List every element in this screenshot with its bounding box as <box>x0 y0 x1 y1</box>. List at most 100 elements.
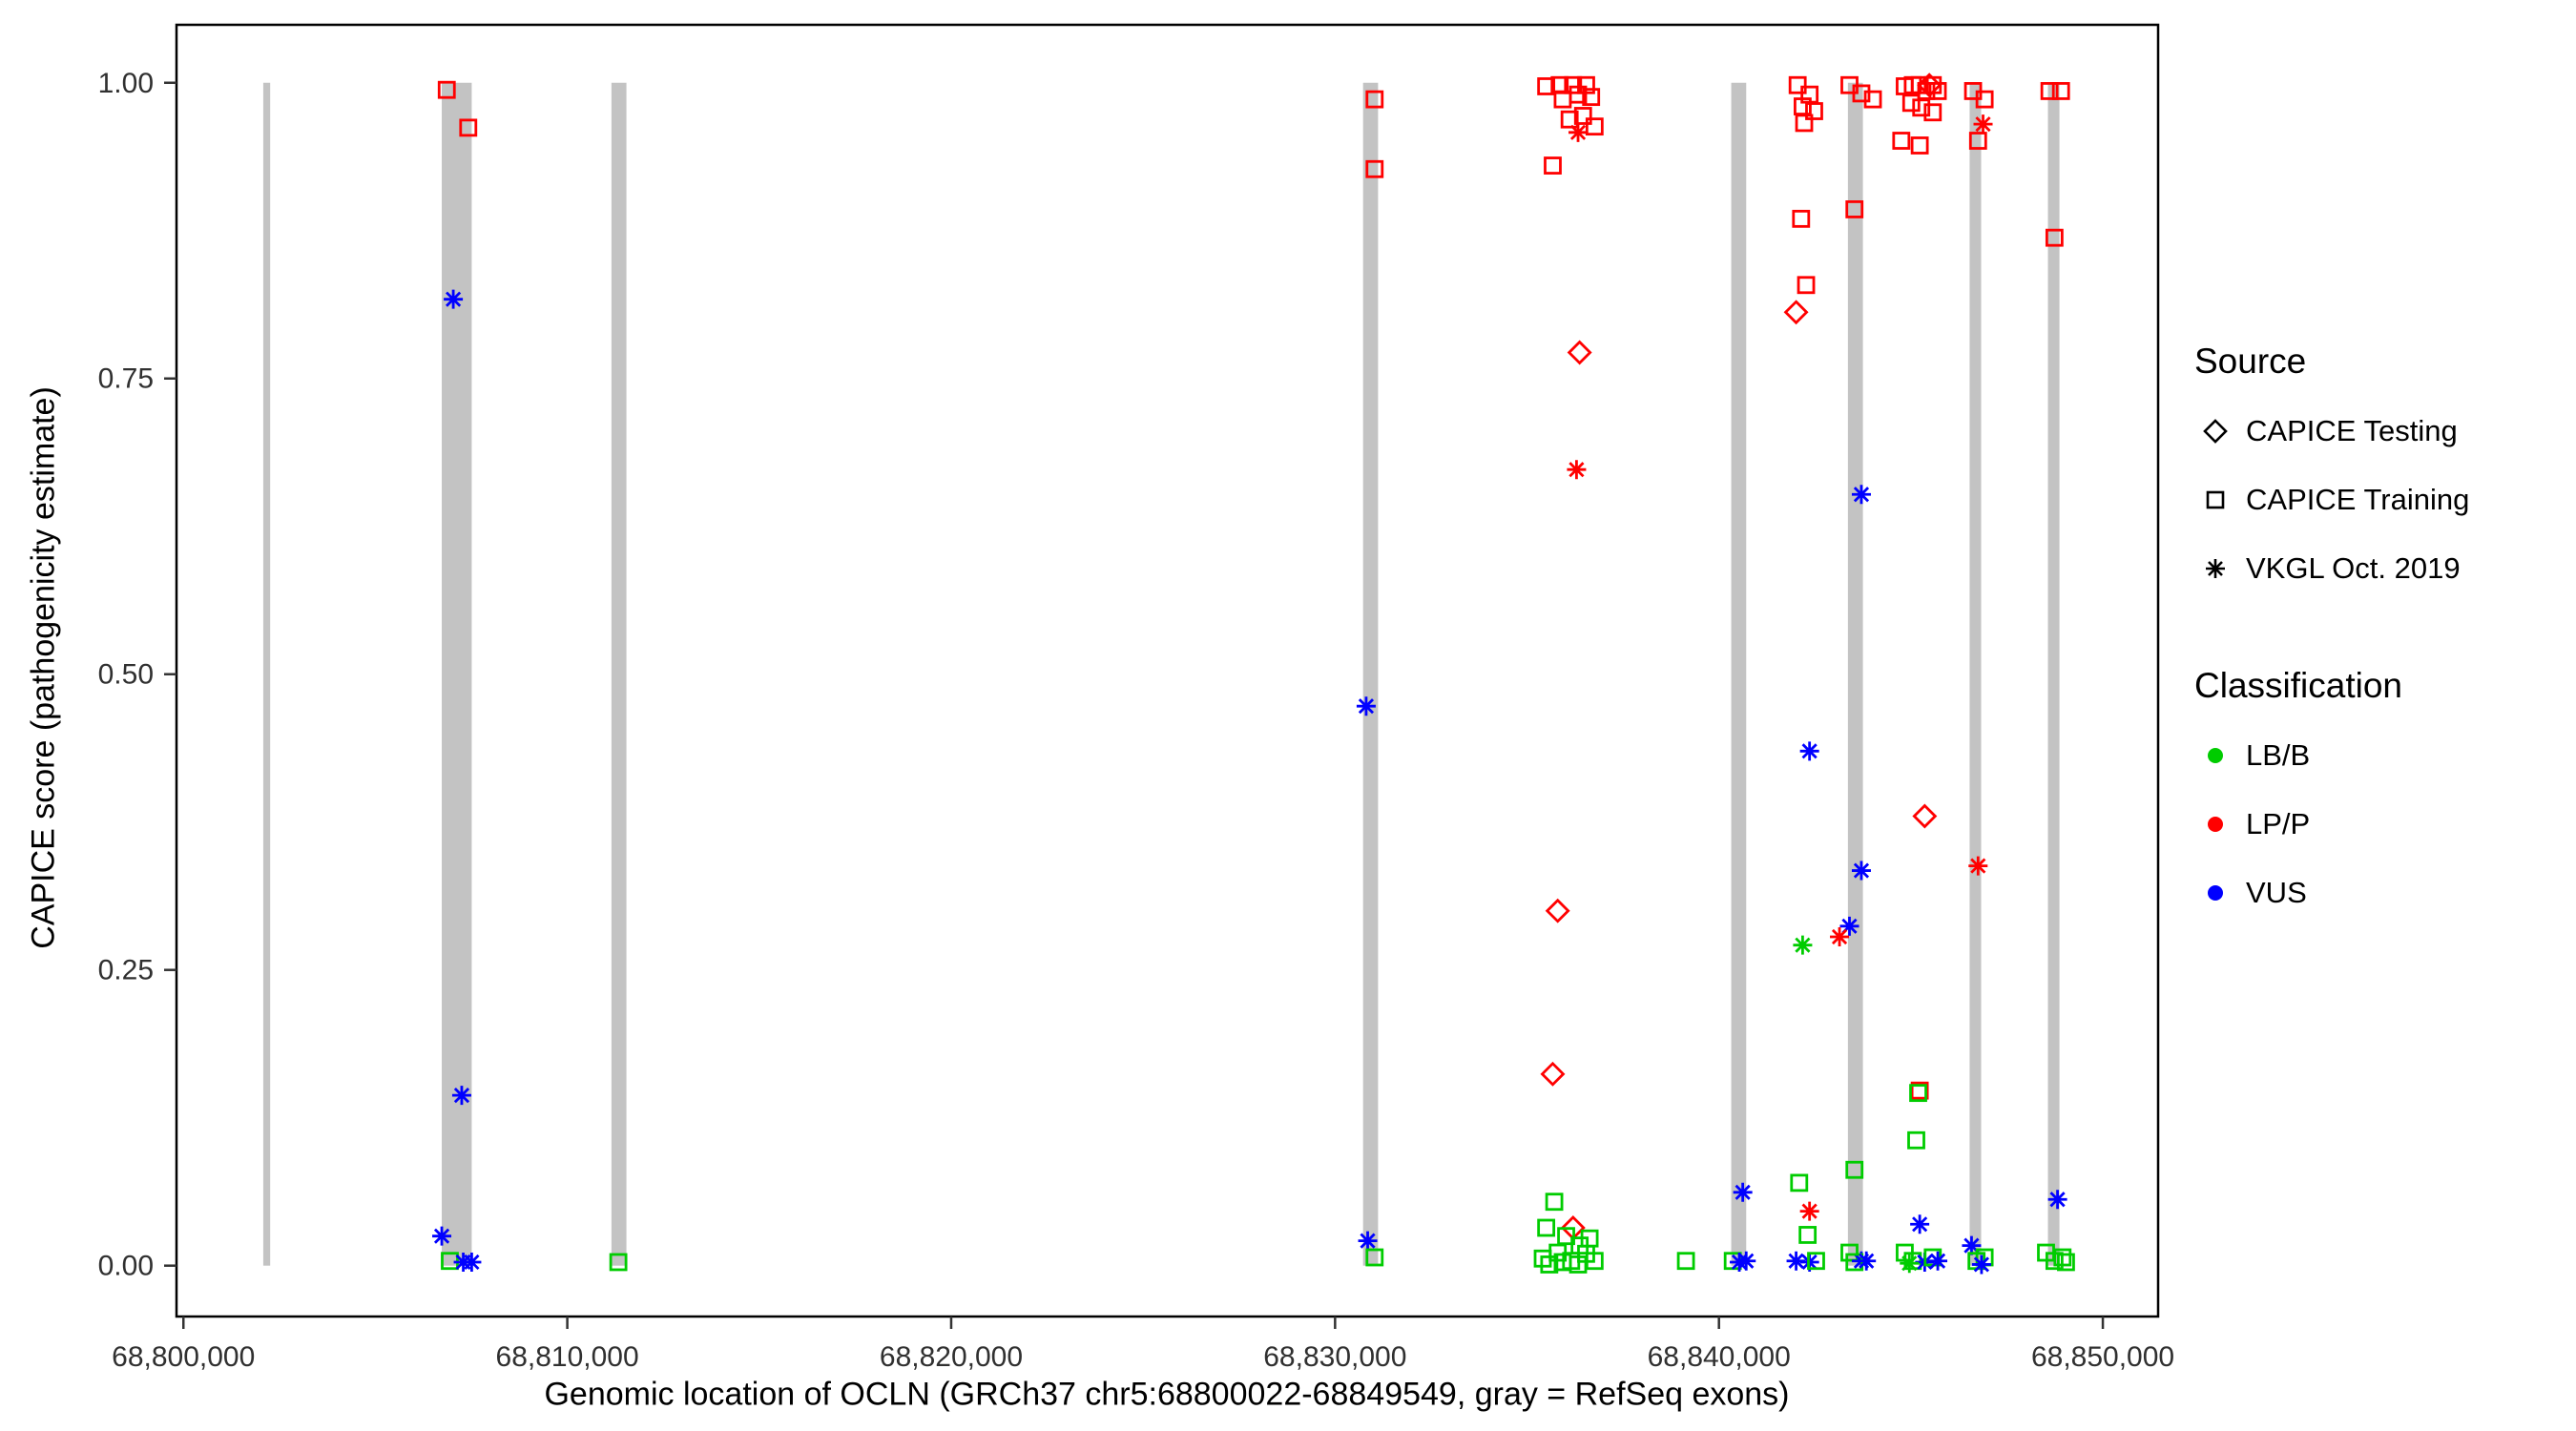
data-point <box>1568 1255 1588 1274</box>
data-point <box>1840 1243 1859 1262</box>
data-point <box>459 118 478 137</box>
legend-item-label: LB/B <box>2246 738 2311 772</box>
data-point <box>609 1253 628 1272</box>
y-tick-label: 0.25 <box>98 955 154 986</box>
plot-area: 68,800,000 68,810,000 68,820,000 68,830,000… <box>25 23 2174 1413</box>
x-tick-label: 68,810,000 <box>496 1341 639 1373</box>
data-point <box>1736 1251 1756 1271</box>
legend-item-capice-training: CAPICE Training <box>2194 466 2576 534</box>
exon-bar <box>262 82 271 1266</box>
legend-item-label: VUS <box>2246 876 2307 909</box>
data-point <box>1365 159 1384 178</box>
data-point <box>1973 114 1993 135</box>
data-point <box>2045 228 2064 247</box>
data-point <box>2040 82 2059 100</box>
red-dot-icon <box>2208 817 2223 832</box>
data-point <box>444 289 464 309</box>
data-point <box>1910 1214 1930 1234</box>
exon-bar <box>2047 82 2060 1266</box>
data-point <box>1852 84 1871 103</box>
data-point <box>1805 102 1823 120</box>
legend-classification-title: Classification <box>2194 666 2402 705</box>
data-point <box>2047 1190 2067 1210</box>
data-point <box>1799 741 1819 761</box>
data-point <box>1356 696 1376 716</box>
data-point <box>1799 1201 1819 1221</box>
data-point <box>1365 1248 1384 1267</box>
data-point <box>1795 114 1814 133</box>
data-point <box>2053 1248 2072 1267</box>
data-point <box>1585 117 1604 136</box>
data-point <box>1901 93 1921 113</box>
data-point <box>1910 136 1929 155</box>
data-point <box>1365 90 1384 109</box>
data-point <box>1851 485 1871 505</box>
data-point <box>1863 90 1882 109</box>
data-point <box>1797 276 1816 295</box>
data-point <box>1573 107 1592 125</box>
legend-panel: Source CAPICE Testing CAPICE Training VK… <box>2194 0 2576 1431</box>
data-point <box>1910 1081 1929 1100</box>
y-axis-title: CAPICE score (pathogenicity estimate) <box>25 386 62 949</box>
data-point <box>1537 1218 1556 1237</box>
data-point <box>1968 132 1987 150</box>
data-point <box>1975 90 1994 109</box>
green-dot-icon <box>2208 748 2223 763</box>
data-point <box>1845 1160 1864 1179</box>
data-point <box>1857 1251 1877 1271</box>
x-axis-title: Genomic location of OCLN (GRCh37 chr5:68… <box>544 1376 1790 1413</box>
exon-bar <box>1731 82 1747 1266</box>
legend-item-lpp: LP/P <box>2194 790 2576 859</box>
scatter-plot: 68,800,000 68,810,000 68,820,000 68,830,000… <box>98 23 2174 1373</box>
data-point <box>1845 200 1864 218</box>
data-point <box>1676 1252 1695 1271</box>
diamond-icon <box>2203 419 2228 444</box>
x-tick-label: 68,830,000 <box>1263 1341 1406 1373</box>
data-point <box>1790 1173 1809 1192</box>
data-point <box>1577 75 1595 94</box>
exon-bar <box>1847 82 1863 1266</box>
data-point <box>1798 1226 1818 1244</box>
data-point <box>432 1226 452 1246</box>
data-point <box>1830 926 1850 946</box>
data-point <box>1567 460 1587 480</box>
legend-item-label: CAPICE Testing <box>2246 414 2458 447</box>
asterisk-icon <box>2206 559 2225 578</box>
x-tick-label: 68,800,000 <box>112 1341 255 1373</box>
y-tick-label: 1.00 <box>98 68 154 99</box>
data-point <box>1786 1251 1806 1271</box>
data-point <box>462 1252 482 1272</box>
data-point <box>1567 340 1592 365</box>
legend-item-vus: VUS <box>2194 859 2576 927</box>
data-point <box>1892 132 1911 150</box>
blue-dot-icon <box>2208 885 2223 901</box>
x-tick-label: 68,820,000 <box>880 1341 1023 1373</box>
data-point <box>1537 77 1556 95</box>
y-tick-label: 0.75 <box>98 363 154 395</box>
data-point <box>1912 98 1931 117</box>
data-point <box>451 1086 471 1106</box>
data-point <box>1917 73 1942 98</box>
exon-bar <box>442 82 472 1266</box>
data-point <box>1923 103 1942 122</box>
legend-item-lbb: LB/B <box>2194 721 2576 790</box>
square-icon <box>2206 490 2225 509</box>
data-point <box>1733 1182 1753 1202</box>
data-point <box>1564 75 1583 94</box>
data-point <box>1900 1254 1920 1274</box>
legend-item-capice-testing: CAPICE Testing <box>2194 397 2576 466</box>
data-point <box>1793 935 1813 955</box>
data-point <box>2051 82 2070 100</box>
exon-bar <box>611 82 627 1266</box>
data-point <box>1540 1061 1566 1087</box>
data-point <box>1568 122 1589 142</box>
data-point <box>1540 1255 1559 1274</box>
legend-item-label: CAPICE Training <box>2246 483 2470 516</box>
legend-item-label: VKGL Oct. 2019 <box>2246 551 2461 585</box>
x-tick-label: 68,850,000 <box>2031 1341 2174 1373</box>
data-point <box>1358 1231 1378 1251</box>
data-point <box>1839 916 1859 936</box>
data-point <box>1544 156 1562 175</box>
data-point <box>1807 1252 1825 1271</box>
